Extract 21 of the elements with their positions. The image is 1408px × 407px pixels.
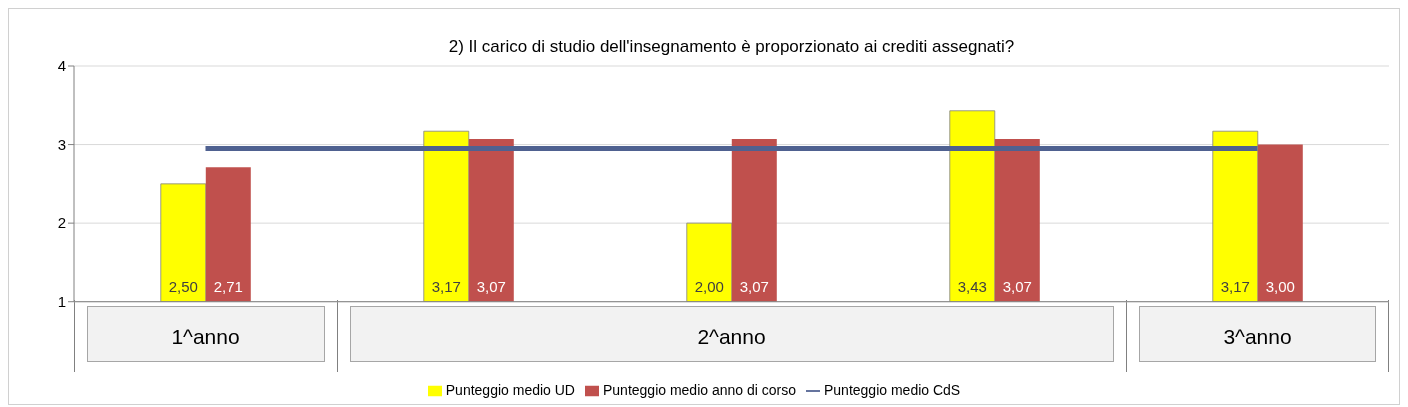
data-label: 3,43 [957, 277, 987, 295]
data-label: 3,07 [739, 277, 769, 295]
legend-label: Punteggio medio anno di corso [602, 381, 796, 398]
y-tick-label: 4 [57, 57, 66, 75]
y-tick-label: 3 [57, 135, 66, 153]
y-tick-label: 1 [57, 293, 66, 311]
x-tick-label: 1^anno [171, 324, 240, 348]
data-label: 2,00 [694, 277, 724, 295]
legend-label: Punteggio medio UD [445, 381, 575, 398]
data-label: 3,00 [1265, 277, 1295, 295]
legend-label: Punteggio medio CdS [824, 381, 961, 398]
x-tick-label: 2^anno [697, 324, 766, 348]
data-label: 3,17 [1220, 277, 1250, 295]
data-label: 2,71 [213, 277, 243, 295]
chart-title: 2) Il carico di studio dell'insegnamento è proporzionato ai crediti assegnati? [447, 37, 1016, 57]
data-label: 3,17 [431, 277, 461, 295]
x-tick-label: 3^anno [1223, 324, 1292, 348]
y-tick-label: 2 [57, 214, 66, 232]
data-label: 2,50 [168, 277, 198, 295]
data-label: 3,07 [1002, 277, 1032, 295]
data-label: 3,07 [476, 277, 506, 295]
